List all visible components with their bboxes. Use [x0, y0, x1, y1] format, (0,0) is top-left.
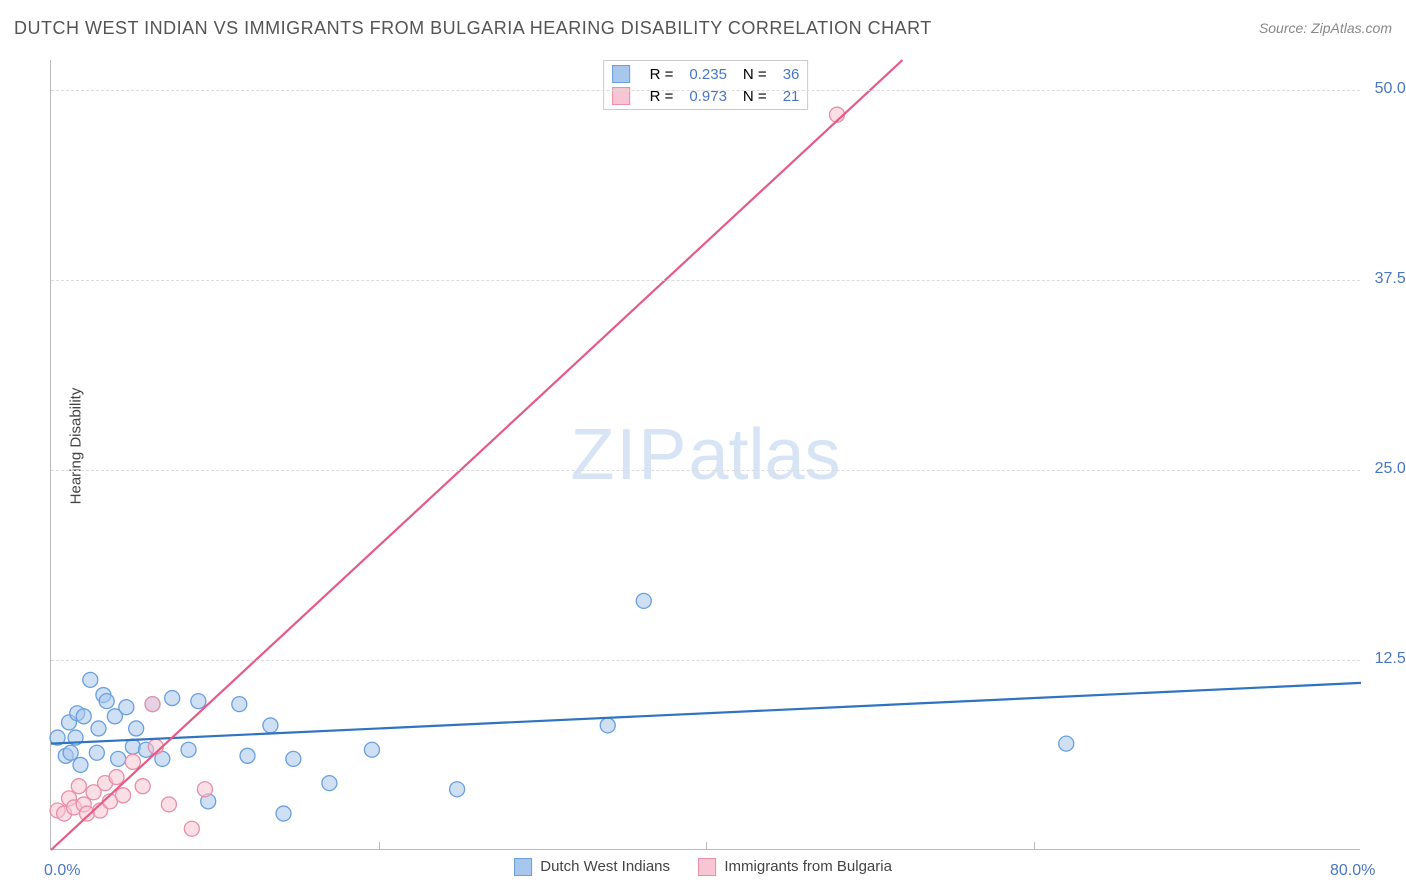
swatch-pink-icon — [698, 858, 716, 876]
legend-top: R = 0.235 N = 36 R = 0.973 N = 21 — [603, 60, 809, 110]
data-point — [111, 751, 126, 766]
legend-top-row: R = 0.235 N = 36 — [604, 63, 808, 85]
legend-r-label: R = — [642, 63, 682, 85]
data-point — [119, 700, 134, 715]
data-point — [129, 721, 144, 736]
y-tick-label: 50.0% — [1375, 80, 1406, 98]
data-point — [145, 697, 160, 712]
legend-n-label: N = — [735, 85, 775, 107]
data-point — [450, 782, 465, 797]
gridline — [51, 660, 1360, 661]
x-tick — [1034, 842, 1035, 850]
source-label: Source: ZipAtlas.com — [1259, 20, 1392, 36]
x-axis-min-label: 0.0% — [44, 862, 80, 880]
chart-container: DUTCH WEST INDIAN VS IMMIGRANTS FROM BUL… — [0, 0, 1406, 892]
legend-r-label: R = — [642, 85, 682, 107]
legend-item-label: Immigrants from Bulgaria — [724, 858, 892, 875]
data-point — [71, 779, 86, 794]
data-point — [76, 709, 91, 724]
data-point — [99, 694, 114, 709]
y-tick-label: 37.5% — [1375, 270, 1406, 288]
data-point — [276, 806, 291, 821]
series-points — [50, 107, 844, 836]
swatch-blue-icon — [612, 65, 630, 83]
data-point — [63, 745, 78, 760]
legend-item: Immigrants from Bulgaria — [698, 858, 892, 876]
plot-svg — [51, 60, 1360, 849]
legend-r-value: 0.973 — [681, 85, 735, 107]
data-point — [91, 721, 106, 736]
data-point — [181, 742, 196, 757]
data-point — [80, 806, 95, 821]
y-tick-label: 12.5% — [1375, 650, 1406, 668]
data-point — [240, 748, 255, 763]
data-point — [89, 745, 104, 760]
data-point — [165, 691, 180, 706]
legend-top-row: R = 0.973 N = 21 — [604, 85, 808, 107]
legend-n-value: 36 — [775, 63, 808, 85]
data-point — [263, 718, 278, 733]
data-point — [125, 754, 140, 769]
x-tick — [706, 842, 707, 850]
data-point — [161, 797, 176, 812]
data-point — [322, 776, 337, 791]
legend-n-label: N = — [735, 63, 775, 85]
regression-line — [51, 683, 1361, 744]
legend-swatch-cell — [604, 85, 642, 107]
data-point — [73, 757, 88, 772]
legend-r-value: 0.235 — [681, 63, 735, 85]
data-point — [364, 742, 379, 757]
legend-n-value: 21 — [775, 85, 808, 107]
data-point — [116, 788, 131, 803]
plot-area: ZIPatlas R = 0.235 N = 36 R = 0.973 N = … — [50, 60, 1360, 850]
legend-top-table: R = 0.235 N = 36 R = 0.973 N = 21 — [604, 63, 808, 107]
gridline — [51, 280, 1360, 281]
data-point — [191, 694, 206, 709]
gridline — [51, 90, 1360, 91]
data-point — [232, 697, 247, 712]
data-point — [125, 739, 140, 754]
data-point — [1059, 736, 1074, 751]
gridline — [51, 470, 1360, 471]
data-point — [286, 751, 301, 766]
data-point — [184, 821, 199, 836]
data-point — [83, 672, 98, 687]
y-tick-label: 25.0% — [1375, 460, 1406, 478]
x-tick — [379, 842, 380, 850]
legend-item: Dutch West Indians — [514, 858, 670, 876]
legend-swatch-cell — [604, 63, 642, 85]
x-axis-max-label: 80.0% — [1330, 862, 1375, 880]
data-point — [135, 779, 150, 794]
chart-title: DUTCH WEST INDIAN VS IMMIGRANTS FROM BUL… — [14, 18, 932, 39]
swatch-blue-icon — [514, 858, 532, 876]
legend-bottom: Dutch West Indians Immigrants from Bulga… — [502, 858, 904, 876]
legend-item-label: Dutch West Indians — [540, 858, 670, 875]
data-point — [636, 593, 651, 608]
regression-line — [51, 60, 903, 850]
data-point — [109, 770, 124, 785]
data-point — [197, 782, 212, 797]
data-point — [600, 718, 615, 733]
